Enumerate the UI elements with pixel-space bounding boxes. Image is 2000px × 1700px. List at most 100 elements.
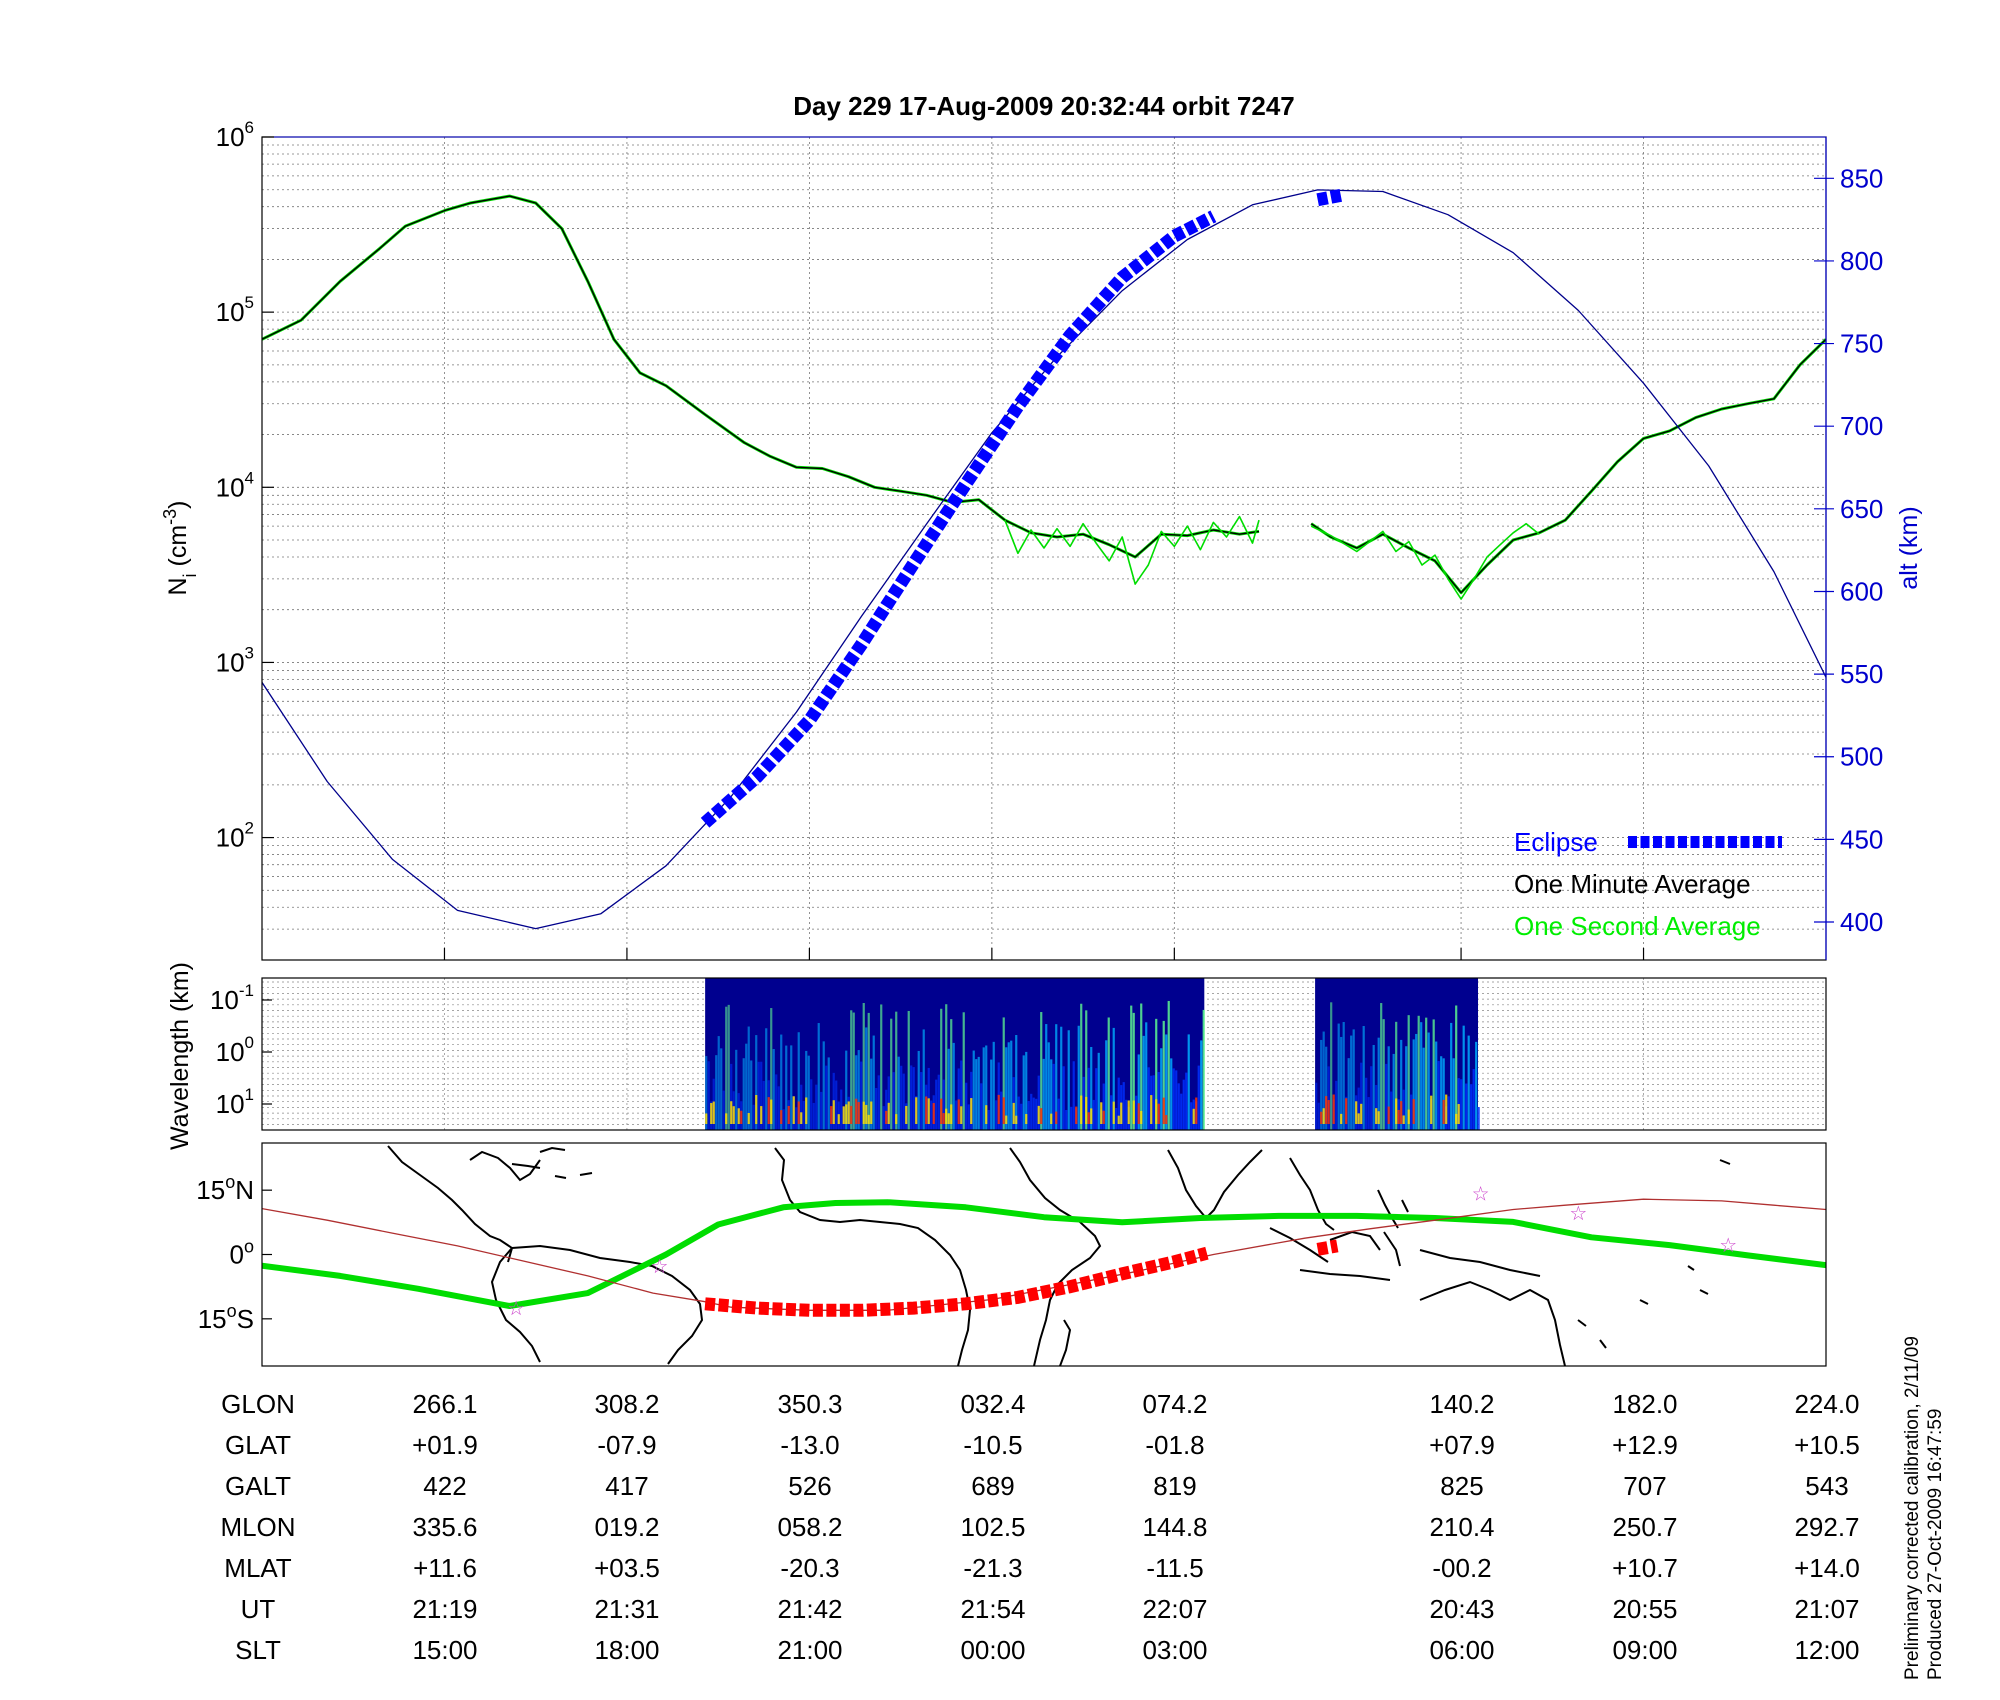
degree-sign: o [227,1301,237,1321]
spectrogram-column [1102,1083,1105,1130]
spectrogram-column [1317,1102,1320,1130]
spectrogram-hot [1162,1097,1165,1124]
spectrogram-hot [1080,1095,1083,1124]
station-star-icon: ☆ [507,1298,525,1320]
spectrogram-y-tick-label: 10-1 [210,981,254,1015]
spectrogram-column [957,1068,960,1130]
spectrogram-column [807,1055,810,1130]
spectrogram-column [1420,1022,1423,1130]
spectrogram-hot [940,1098,943,1124]
spectrogram-hot [787,1105,790,1124]
spectrogram-hot [915,1097,918,1124]
spectrogram-column [980,1083,983,1130]
tick-base: 10 [216,1089,245,1119]
spectrogram-column [1400,1039,1403,1130]
spectrogram-column [1470,1084,1473,1130]
coast-madagascar [1059,1319,1072,1366]
density-y-label-space [164,566,192,573]
altitude-y-label: alt (km) [1895,506,1923,589]
spectrogram-column [1125,1099,1128,1130]
spectrogram-column [840,1089,843,1130]
spectrogram-column [1185,1072,1188,1130]
spectrogram-column [935,1079,938,1130]
spectrogram-hot [1055,1111,1058,1124]
spectrogram-column [845,1050,848,1130]
station-star-icon: ☆ [1472,1184,1490,1206]
table-cell: -13.0 [780,1430,839,1460]
table-cell: 21:00 [777,1635,842,1665]
spectrogram-column [782,1109,785,1130]
lat-value: 0 [230,1240,244,1270]
table-cell: 543 [1805,1471,1848,1501]
spectrogram-column [1015,1035,1018,1130]
table-cell: +10.7 [1612,1553,1678,1583]
spectrogram-column [750,1060,753,1130]
spectrogram-column [907,1010,910,1130]
spectrogram-column [852,1012,855,1130]
spectrogram-column [985,1045,988,1130]
spectrogram-column [822,1041,825,1130]
spectrogram-column [1022,1055,1025,1130]
table-cell: 21:31 [594,1594,659,1624]
spectrogram-hot [932,1103,935,1124]
spectrogram-column [795,1107,798,1130]
table-cell: 182.0 [1612,1389,1677,1419]
spectrogram-column [765,1028,768,1130]
spectrogram-column [1335,1080,1338,1130]
table-cell: 417 [605,1471,648,1501]
spectrogram-hot [1075,1106,1078,1124]
spectrogram-hot [770,1099,773,1124]
table-row-label: GALT [225,1471,291,1501]
spectrogram-column [1180,1093,1183,1130]
legend-eclipse-label: Eclipse [1514,827,1598,857]
spectrogram-column [820,1091,823,1130]
spectrogram-column [1092,1099,1095,1130]
spectrogram-column [772,1049,775,1130]
spectrogram-column [865,1027,868,1130]
density-y-label-sub: i [180,573,200,577]
table-cell: +01.9 [412,1430,478,1460]
minute-average-line [1310,338,1826,594]
spectrogram-hot [1155,1099,1158,1124]
spectrogram-hot [1040,1108,1043,1124]
spectrogram-column [992,1041,995,1130]
tick-exp: 0 [245,1033,254,1052]
spectrogram-column [747,1026,750,1130]
spectrogram-column [715,1055,718,1130]
spectrogram-hot [1322,1108,1325,1124]
coast-indonesia [1269,1227,1541,1281]
table-cell: 074.2 [1142,1389,1207,1419]
hemisphere: S [237,1304,254,1334]
spectrogram-column [960,1060,963,1130]
spectrogram-column [967,1104,970,1130]
coastlines [387,1145,1731,1366]
table-cell: 22:07 [1142,1594,1207,1624]
second-average-line [1004,515,1260,585]
table-cell: -20.3 [780,1553,839,1583]
spectrogram-hot [1345,1098,1348,1124]
table-cell: 266.1 [412,1389,477,1419]
spectrogram-column [1377,1037,1380,1130]
spectrogram-column [1427,1032,1430,1130]
altitude-y-tick-label: 800 [1840,246,1883,276]
spectrogram-hot [797,1101,800,1124]
spectrogram-hot [1355,1101,1358,1124]
spectrogram-column [917,1050,920,1130]
table-cell: 292.7 [1794,1512,1859,1542]
spectrogram-hot [1112,1101,1115,1124]
spectrogram-hot [845,1104,848,1124]
spectrogram-column [1070,1106,1073,1130]
spectrogram-hot [1157,1103,1160,1124]
table-cell: 03:00 [1142,1635,1207,1665]
spectrogram-column [1432,1019,1435,1130]
spectrogram-column [1405,1046,1408,1130]
spectrogram-column [892,1072,895,1130]
spectrogram-column [990,1059,993,1130]
spectrogram-hot [730,1101,733,1124]
tick-base: 10 [216,647,245,677]
spectrogram-column [1202,1009,1205,1130]
spectrogram-column [897,1056,900,1130]
station-star-icon: ☆ [651,1256,669,1278]
